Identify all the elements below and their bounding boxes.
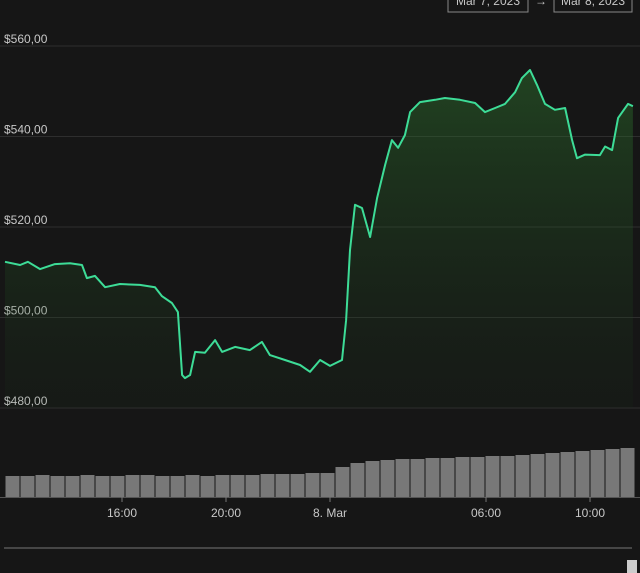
volume-bar: [470, 457, 485, 497]
date-from[interactable]: Mar 7, 2023: [456, 0, 520, 8]
volume-bar: [275, 474, 290, 497]
volume-bar: [35, 475, 50, 497]
volume-bar: [185, 475, 200, 497]
volume-bar: [575, 451, 590, 497]
x-tick-label: 16:00: [107, 506, 137, 520]
volume-bar: [95, 476, 110, 497]
volume-bar: [305, 473, 320, 497]
volume-bar: [260, 474, 275, 497]
volume-bar: [380, 460, 395, 497]
x-tick-label: 8. Mar: [313, 506, 347, 520]
volume-bar: [500, 456, 515, 497]
volume-bar: [20, 476, 35, 497]
volume-bar: [140, 475, 155, 497]
volume-bar: [620, 448, 635, 497]
volume-bar: [395, 459, 410, 497]
x-tick-label: 20:00: [211, 506, 241, 520]
volume-bar: [65, 476, 80, 497]
volume-bar: [335, 467, 350, 497]
volume-bar: [410, 459, 425, 497]
volume-bar: [215, 475, 230, 497]
volume-bar: [245, 475, 260, 497]
volume-bar: [560, 452, 575, 497]
y-tick-label: $540,00: [4, 123, 48, 137]
y-tick-label: $560,00: [4, 32, 48, 46]
date-separator: →: [535, 0, 547, 8]
volume-bar: [455, 457, 470, 497]
volume-bar: [515, 455, 530, 497]
volume-bar: [440, 458, 455, 497]
volume-bar: [605, 449, 620, 497]
volume-bar: [50, 476, 65, 497]
volume-bar: [350, 463, 365, 497]
date-from-box[interactable]: [447, 0, 529, 13]
volume-bar: [290, 474, 305, 497]
area-fill: [5, 70, 633, 408]
x-tick-label: 06:00: [471, 506, 501, 520]
volume-bar: [425, 458, 440, 497]
volume-bar: [125, 475, 140, 497]
volume-bar: [545, 453, 560, 497]
volume-bar: [5, 476, 20, 497]
volume-bar: [80, 475, 95, 497]
volume-bar: [365, 461, 380, 497]
volume-bar: [110, 476, 125, 497]
volume-bar: [320, 473, 335, 497]
volume-bar: [530, 454, 545, 497]
volume-bar: [200, 476, 215, 497]
y-tick-label: $520,00: [4, 213, 48, 227]
date-to[interactable]: Mar 8, 2023: [561, 0, 625, 8]
x-tick-label: 10:00: [575, 506, 605, 520]
volume-bar: [590, 450, 605, 497]
navigator-handle[interactable]: [627, 560, 637, 573]
volume-bar: [170, 476, 185, 497]
volume-bar: [230, 475, 245, 497]
volume-bar: [155, 476, 170, 497]
price-line: [4, 69, 634, 380]
date-to-box[interactable]: [553, 0, 633, 13]
volume-bar: [485, 456, 500, 497]
